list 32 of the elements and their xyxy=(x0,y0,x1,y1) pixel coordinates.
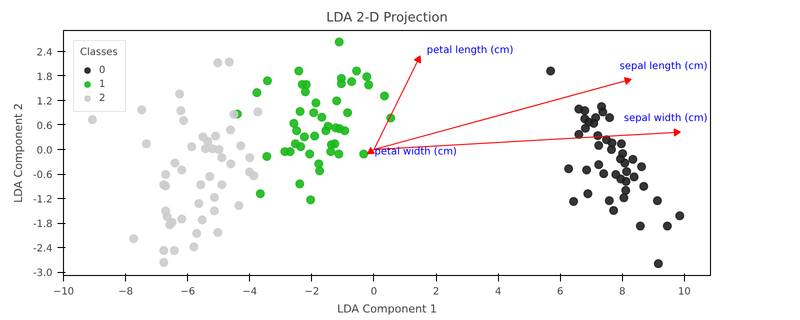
legend-label: 1 xyxy=(99,78,106,91)
x-tick-label: 8 xyxy=(619,286,626,298)
y-tick-label: 2.4 xyxy=(36,47,53,58)
x-tick-label: 10 xyxy=(678,286,691,298)
x-tick-label: −2 xyxy=(304,286,320,298)
series-label: petal width (cm) xyxy=(374,146,457,158)
y-tick-label: -2.4 xyxy=(32,244,53,255)
y-tick-label: 1.8 xyxy=(36,72,53,83)
x-axis-title: LDA Component 1 xyxy=(337,302,437,316)
legend-title: Classes xyxy=(80,47,119,58)
x-tick-label: 2 xyxy=(432,286,440,298)
y-tick-label: -3.0 xyxy=(32,268,53,280)
x-tick-label: 4 xyxy=(494,286,502,298)
x-tick-label: 6 xyxy=(557,286,564,298)
y-tick-label: 0.0 xyxy=(36,146,53,157)
x-tick-label: −4 xyxy=(242,286,258,298)
y-tick-label: -1.2 xyxy=(32,194,53,206)
y-tick-label: 1.2 xyxy=(36,96,53,108)
x-tick-label: −8 xyxy=(118,286,133,298)
y-tick-label: -0.6 xyxy=(32,170,53,182)
chart-title: LDA 2-D Projection xyxy=(326,10,448,26)
x-tick-label: 0 xyxy=(370,286,378,298)
series-label: sepal width (cm) xyxy=(624,112,708,124)
series-label: petal length (cm) xyxy=(426,45,514,56)
legend-label: 2 xyxy=(99,92,106,105)
y-tick-label: -1.8 xyxy=(32,219,53,230)
y-tick-label: 0.6 xyxy=(36,120,53,132)
x-tick-label: −6 xyxy=(180,286,196,298)
x-tick-label: −10 xyxy=(52,286,74,298)
legend-label: 0 xyxy=(99,64,106,77)
series-label: sepal length (cm) xyxy=(620,60,708,72)
y-axis-title: LDA Component 2 xyxy=(12,103,25,203)
